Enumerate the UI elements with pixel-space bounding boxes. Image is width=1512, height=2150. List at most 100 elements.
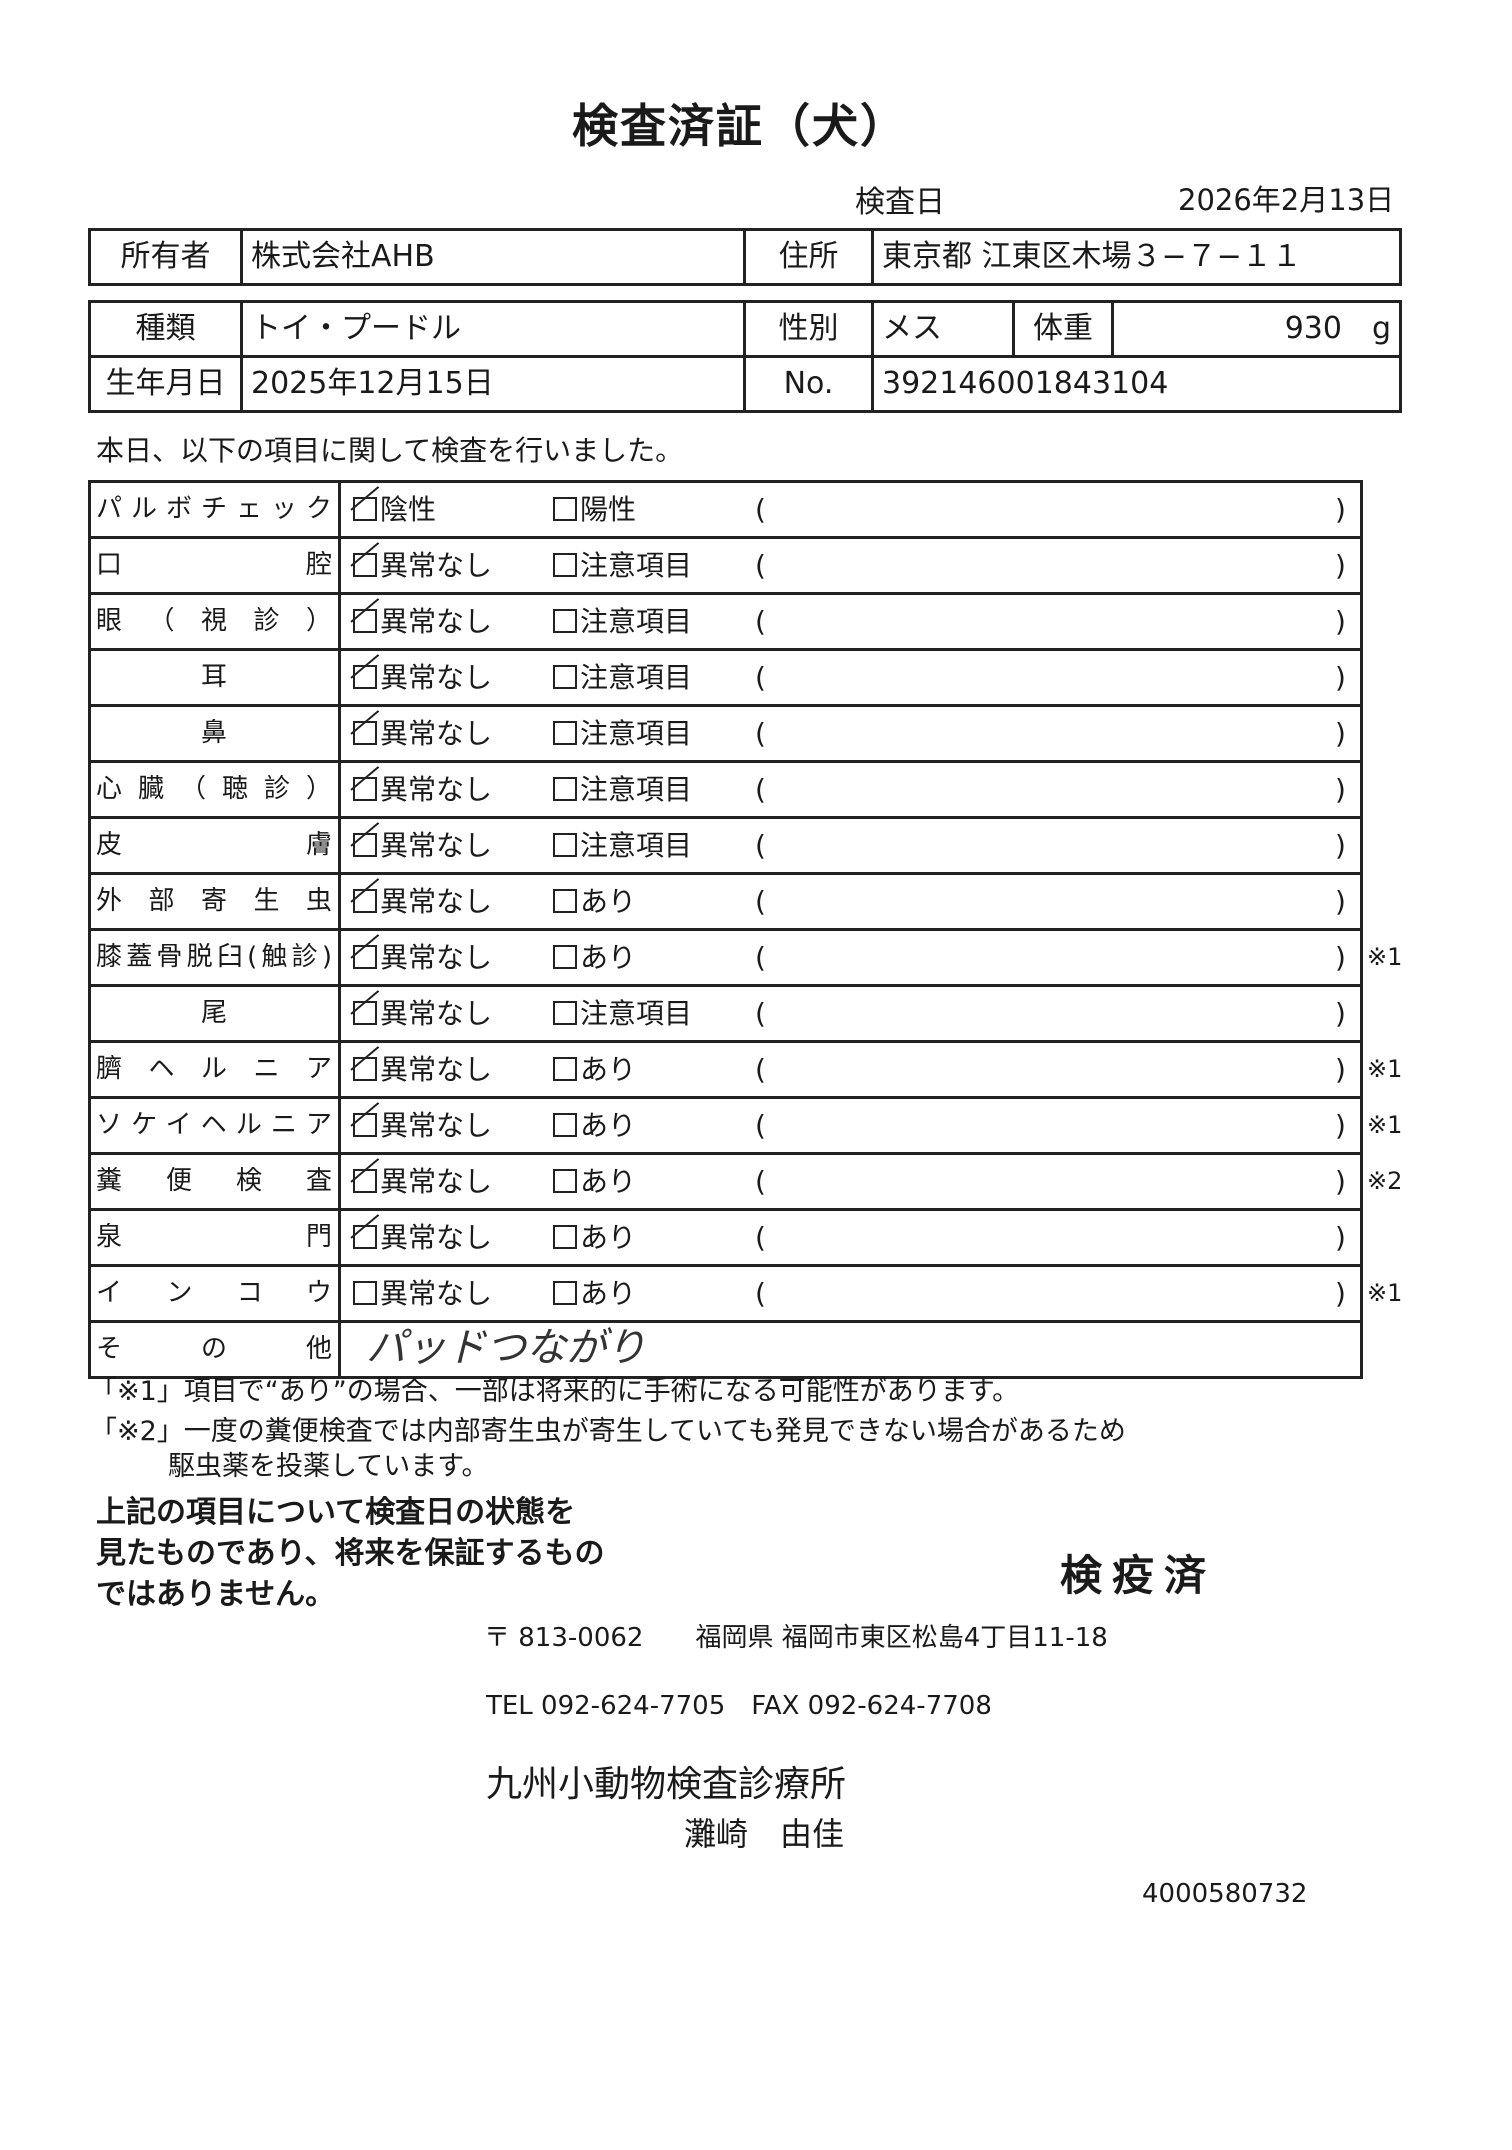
checkbox-icon[interactable] — [353, 777, 377, 801]
option-normal[interactable]: 陰性 — [353, 493, 437, 526]
option-normal[interactable]: 異常なし — [353, 661, 492, 694]
checkbox-icon[interactable] — [553, 833, 577, 857]
option-abnormal[interactable]: あり — [553, 885, 636, 918]
owner-table: 所有者 株式会社AHB 住所 東京都 江東区木場３−７−１１ — [88, 228, 1402, 286]
check-label: 心臓（聴診） — [96, 775, 332, 804]
option-label: 異常なし — [380, 605, 493, 638]
check-label: 泉門 — [96, 1223, 332, 1252]
option-abnormal[interactable]: あり — [553, 941, 637, 974]
paren-close: ) — [1335, 549, 1346, 582]
owner-label: 所有者 — [88, 228, 243, 286]
check-row: 膝蓋骨脱臼(触診) 異常なし あり () ※1 — [91, 931, 1402, 987]
paren-close: ) — [1335, 717, 1346, 750]
option-label: 注意項目 — [580, 661, 693, 694]
option-label: 異常なし — [380, 1221, 493, 1254]
option-label: 陰性 — [380, 493, 437, 526]
checkbox-icon[interactable] — [553, 1169, 577, 1193]
sex-label: 性別 — [743, 300, 874, 358]
option-abnormal[interactable]: あり — [553, 1053, 636, 1086]
option-abnormal[interactable]: 陽性 — [553, 493, 637, 526]
column-divider — [338, 1099, 341, 1152]
check-label: 外部寄生虫 — [96, 887, 332, 916]
checkbox-icon[interactable] — [553, 497, 577, 521]
checkbox-icon[interactable] — [553, 609, 577, 633]
option-abnormal[interactable]: 注意項目 — [553, 829, 692, 862]
option-normal[interactable]: 異常なし — [353, 1277, 492, 1310]
checkbox-icon[interactable] — [553, 1057, 577, 1081]
address-value: 東京都 江東区木場３−７−１１ — [871, 228, 1402, 286]
option-abnormal[interactable]: あり — [553, 1165, 636, 1198]
checkbox-icon[interactable] — [553, 1001, 577, 1025]
check-label: 眼（視診） — [96, 607, 332, 636]
note-mark: ※1 — [1367, 1055, 1403, 1083]
option-abnormal[interactable]: 注意項目 — [553, 773, 692, 806]
checkbox-icon[interactable] — [553, 553, 577, 577]
checkbox-icon[interactable] — [353, 553, 377, 577]
checkbox-icon[interactable] — [353, 497, 377, 521]
check-label: 尾 — [200, 999, 227, 1028]
checkbox-icon[interactable] — [353, 945, 377, 969]
paren-close: ) — [1335, 773, 1346, 806]
option-label: あり — [580, 941, 637, 974]
option-normal[interactable]: 異常なし — [353, 1165, 492, 1198]
checkbox-icon[interactable] — [553, 665, 577, 689]
checkbox-icon[interactable] — [553, 889, 577, 913]
paren-open: ( — [755, 941, 766, 974]
option-abnormal[interactable]: 注意項目 — [553, 661, 693, 694]
check-label: 皮膚 — [96, 831, 332, 860]
option-normal[interactable]: 異常なし — [353, 773, 493, 806]
checkbox-icon[interactable] — [353, 1113, 377, 1137]
option-normal[interactable]: 異常なし — [353, 1221, 493, 1254]
checkbox-icon[interactable] — [553, 721, 577, 745]
column-divider — [338, 819, 341, 872]
sex-value: メス — [871, 300, 1015, 358]
option-abnormal[interactable]: あり — [553, 1221, 637, 1254]
checkbox-icon[interactable] — [553, 1113, 577, 1137]
option-abnormal[interactable]: 注意項目 — [553, 605, 692, 638]
option-label: 陽性 — [580, 493, 637, 526]
option-abnormal[interactable]: 注意項目 — [553, 549, 692, 582]
check-label: パルボチェック — [96, 495, 332, 524]
check-row: 尾 異常なし 注意項目 () — [91, 987, 1360, 1043]
checkbox-icon[interactable] — [553, 1281, 577, 1305]
check-label: インコウ — [96, 1279, 332, 1308]
option-abnormal[interactable]: あり — [553, 1109, 636, 1142]
check-row: 耳 異常なし 注意項目 () — [91, 651, 1360, 707]
checkbox-icon[interactable] — [353, 721, 377, 745]
checkbox-icon[interactable] — [553, 777, 577, 801]
checkbox-icon[interactable] — [553, 945, 577, 969]
column-divider — [338, 483, 341, 536]
address-label: 住所 — [743, 228, 874, 286]
option-normal[interactable]: 異常なし — [353, 1053, 492, 1086]
footnote-2: 「※2」一度の糞便検査では内部寄生虫が寄生していても発見できない場合があるため — [90, 1416, 1126, 1447]
paren-close: ) — [1335, 1277, 1346, 1310]
checkbox-icon[interactable] — [353, 889, 377, 913]
checkbox-icon[interactable] — [353, 1225, 377, 1249]
option-normal[interactable]: 異常なし — [353, 885, 492, 918]
checkbox-icon[interactable] — [353, 665, 377, 689]
option-abnormal[interactable]: 注意項目 — [553, 717, 692, 750]
option-label: 注意項目 — [580, 997, 693, 1030]
option-normal[interactable]: 異常なし — [353, 549, 492, 582]
option-normal[interactable]: 異常なし — [353, 941, 492, 974]
paren-open: ( — [755, 549, 766, 582]
option-normal[interactable]: 異常なし — [353, 829, 492, 862]
checkbox-icon[interactable] — [353, 833, 377, 857]
checkbox-icon[interactable] — [553, 1225, 577, 1249]
checkbox-icon[interactable] — [353, 1001, 377, 1025]
checkbox-icon[interactable] — [353, 609, 377, 633]
option-abnormal[interactable]: あり — [553, 1277, 636, 1310]
option-normal[interactable]: 異常なし — [353, 997, 492, 1030]
option-label: 異常なし — [380, 773, 493, 806]
option-label: あり — [580, 1221, 637, 1254]
column-divider — [338, 763, 341, 816]
checkbox-icon[interactable] — [353, 1281, 377, 1305]
checkbox-icon[interactable] — [353, 1057, 377, 1081]
checkbox-icon[interactable] — [353, 1169, 377, 1193]
option-abnormal[interactable]: 注意項目 — [553, 997, 693, 1030]
serial-number: 4000580732 — [1142, 1879, 1308, 1909]
check-label: 口腔 — [96, 551, 332, 580]
option-normal[interactable]: 異常なし — [353, 717, 492, 750]
option-normal[interactable]: 異常なし — [353, 1109, 492, 1142]
option-normal[interactable]: 異常なし — [353, 605, 493, 638]
